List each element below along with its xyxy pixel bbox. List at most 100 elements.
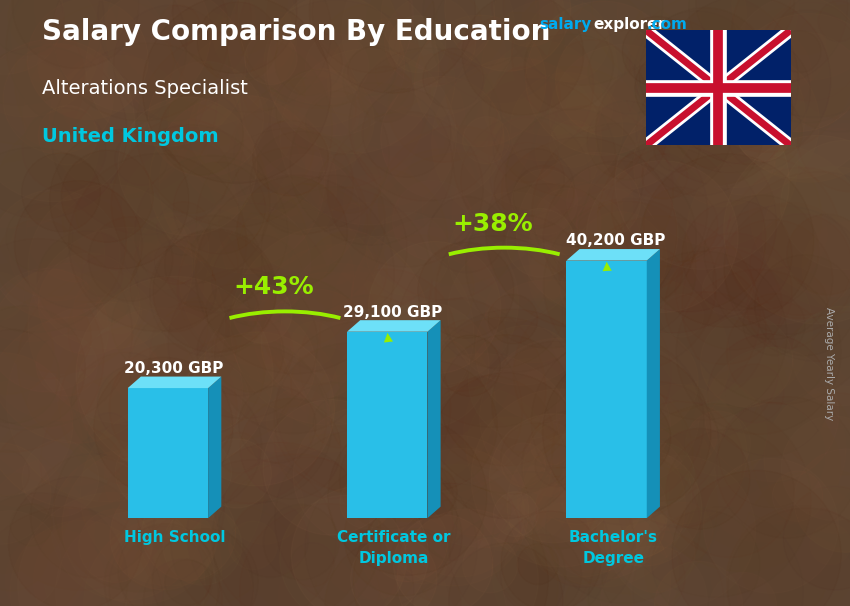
Circle shape: [440, 335, 571, 466]
Text: explorer: explorer: [593, 17, 666, 32]
Circle shape: [486, 138, 677, 328]
Circle shape: [518, 544, 558, 585]
Circle shape: [535, 188, 601, 255]
Circle shape: [88, 217, 173, 301]
Circle shape: [783, 486, 850, 590]
Circle shape: [150, 538, 201, 588]
Circle shape: [148, 62, 264, 177]
Circle shape: [223, 194, 332, 303]
Circle shape: [422, 340, 470, 387]
Circle shape: [97, 364, 175, 443]
Circle shape: [721, 28, 812, 119]
Circle shape: [536, 93, 650, 207]
Circle shape: [347, 358, 477, 488]
Circle shape: [381, 76, 504, 199]
Circle shape: [142, 487, 235, 581]
Text: .com: .com: [646, 17, 687, 32]
Circle shape: [493, 491, 538, 537]
Circle shape: [40, 542, 82, 584]
Circle shape: [236, 176, 348, 287]
Circle shape: [439, 335, 501, 396]
Circle shape: [573, 211, 667, 305]
Circle shape: [651, 51, 785, 185]
Circle shape: [556, 24, 668, 137]
Circle shape: [369, 503, 448, 582]
Circle shape: [62, 448, 218, 604]
Circle shape: [726, 167, 850, 319]
Circle shape: [328, 416, 487, 575]
Circle shape: [649, 428, 750, 529]
Circle shape: [212, 235, 304, 327]
Circle shape: [280, 496, 406, 606]
Circle shape: [173, 0, 297, 73]
Circle shape: [0, 316, 173, 508]
Circle shape: [264, 399, 399, 535]
Circle shape: [669, 140, 821, 293]
Circle shape: [169, 25, 364, 219]
Bar: [566, 261, 647, 518]
Polygon shape: [647, 249, 660, 518]
Text: United Kingdom: United Kingdom: [42, 127, 219, 146]
Circle shape: [449, 543, 563, 606]
Circle shape: [22, 108, 106, 191]
Circle shape: [143, 0, 331, 184]
Circle shape: [394, 515, 493, 606]
Circle shape: [245, 32, 297, 85]
Circle shape: [610, 168, 729, 287]
Circle shape: [463, 347, 634, 518]
Circle shape: [0, 353, 73, 496]
Circle shape: [493, 117, 558, 182]
Circle shape: [609, 318, 802, 510]
Circle shape: [344, 478, 462, 596]
Circle shape: [212, 454, 381, 606]
Circle shape: [490, 414, 618, 543]
Circle shape: [547, 423, 717, 594]
Circle shape: [682, 205, 850, 404]
Circle shape: [462, 538, 518, 593]
Circle shape: [14, 181, 143, 308]
Circle shape: [261, 499, 311, 550]
Circle shape: [0, 112, 182, 302]
Circle shape: [0, 443, 51, 544]
Circle shape: [26, 181, 128, 282]
Text: salary: salary: [540, 17, 592, 32]
Circle shape: [512, 0, 654, 125]
Circle shape: [375, 53, 416, 94]
Circle shape: [596, 62, 732, 198]
Circle shape: [702, 265, 752, 315]
Circle shape: [162, 49, 258, 146]
Circle shape: [462, 117, 510, 164]
Text: Bachelor's
Degree: Bachelor's Degree: [569, 530, 658, 566]
Text: 40,200 GBP: 40,200 GBP: [565, 233, 665, 248]
Circle shape: [397, 509, 538, 606]
Circle shape: [475, 318, 659, 502]
Circle shape: [250, 132, 354, 235]
Circle shape: [562, 430, 692, 561]
Circle shape: [13, 0, 139, 68]
Circle shape: [28, 378, 78, 428]
Circle shape: [122, 150, 238, 265]
Text: Certificate or
Diploma: Certificate or Diploma: [337, 530, 450, 566]
Circle shape: [319, 4, 419, 105]
Bar: [347, 331, 428, 518]
Circle shape: [293, 36, 465, 208]
Text: +43%: +43%: [233, 275, 314, 299]
Circle shape: [600, 406, 661, 467]
Circle shape: [388, 53, 497, 162]
Circle shape: [660, 83, 749, 172]
Circle shape: [479, 338, 638, 497]
Circle shape: [433, 373, 579, 519]
Circle shape: [686, 411, 751, 476]
Circle shape: [726, 505, 850, 606]
Circle shape: [567, 165, 641, 239]
Circle shape: [546, 449, 700, 604]
Circle shape: [726, 93, 802, 170]
Circle shape: [144, 559, 222, 606]
Circle shape: [215, 276, 372, 433]
Circle shape: [622, 16, 693, 87]
Circle shape: [654, 561, 743, 606]
Circle shape: [591, 315, 769, 493]
Circle shape: [501, 511, 601, 606]
Text: High School: High School: [124, 530, 225, 545]
Circle shape: [53, 0, 211, 112]
